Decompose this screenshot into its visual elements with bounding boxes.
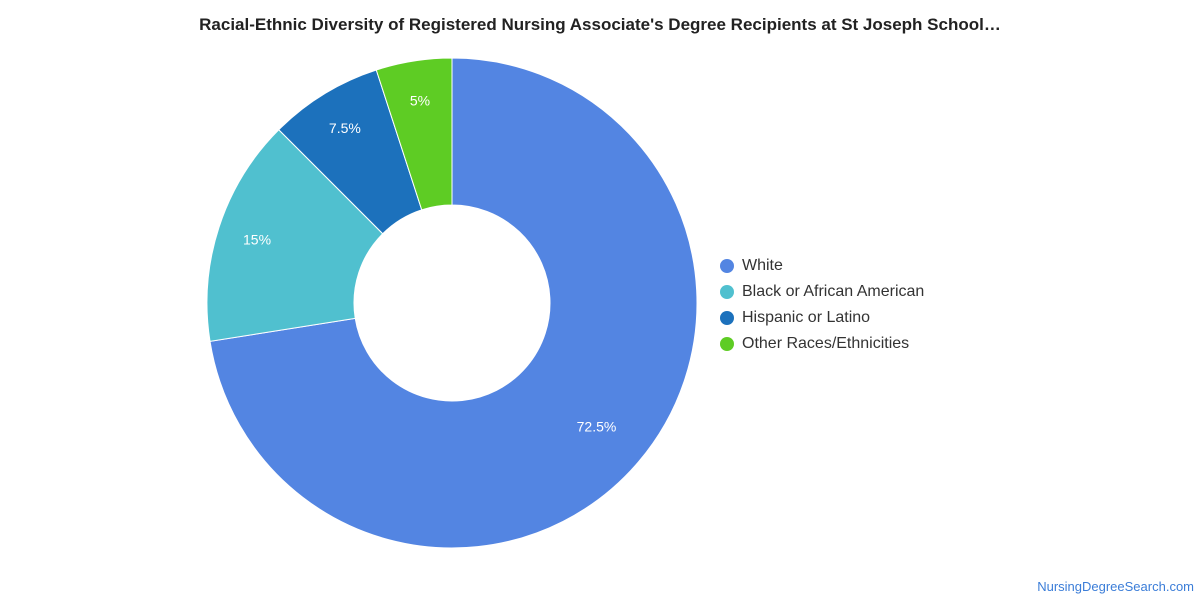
legend-swatch-icon	[720, 337, 734, 351]
legend: White Black or African American Hispanic o…	[720, 253, 924, 357]
slice-white[interactable]	[209, 57, 698, 549]
legend-item-black-or-african-american[interactable]: Black or African American	[720, 279, 924, 305]
watermark-link[interactable]: NursingDegreeSearch.com	[1037, 579, 1194, 594]
slice-label-other-races-ethnicities: 5%	[410, 93, 430, 109]
slice-other-races-ethnicities[interactable]	[375, 57, 453, 211]
legend-item-other-races-ethnicities[interactable]: Other Races/Ethnicities	[720, 331, 924, 357]
legend-swatch-icon	[720, 285, 734, 299]
legend-swatch-icon	[720, 259, 734, 273]
slice-label-black-or-african-american: 15%	[243, 232, 271, 248]
legend-label: Other Races/Ethnicities	[742, 335, 910, 352]
legend-swatch-icon	[720, 311, 734, 325]
legend-label: Hispanic or Latino	[742, 309, 871, 326]
slice-label-hispanic-or-latino: 7.5%	[329, 120, 361, 136]
legend-item-white[interactable]: White	[720, 253, 924, 279]
legend-item-hispanic-or-latino[interactable]: Hispanic or Latino	[720, 305, 924, 331]
chart-title: Racial-Ethnic Diversity of Registered Nu…	[199, 15, 1001, 34]
slice-labels-layer: 72.5% 15% 7.5% 5%	[243, 93, 616, 435]
slice-black-or-african-american[interactable]	[206, 129, 384, 342]
legend-label: Black or African American	[742, 283, 925, 300]
slices-layer	[206, 57, 698, 549]
slice-label-white: 72.5%	[577, 418, 617, 434]
legend-label: White	[742, 257, 783, 274]
